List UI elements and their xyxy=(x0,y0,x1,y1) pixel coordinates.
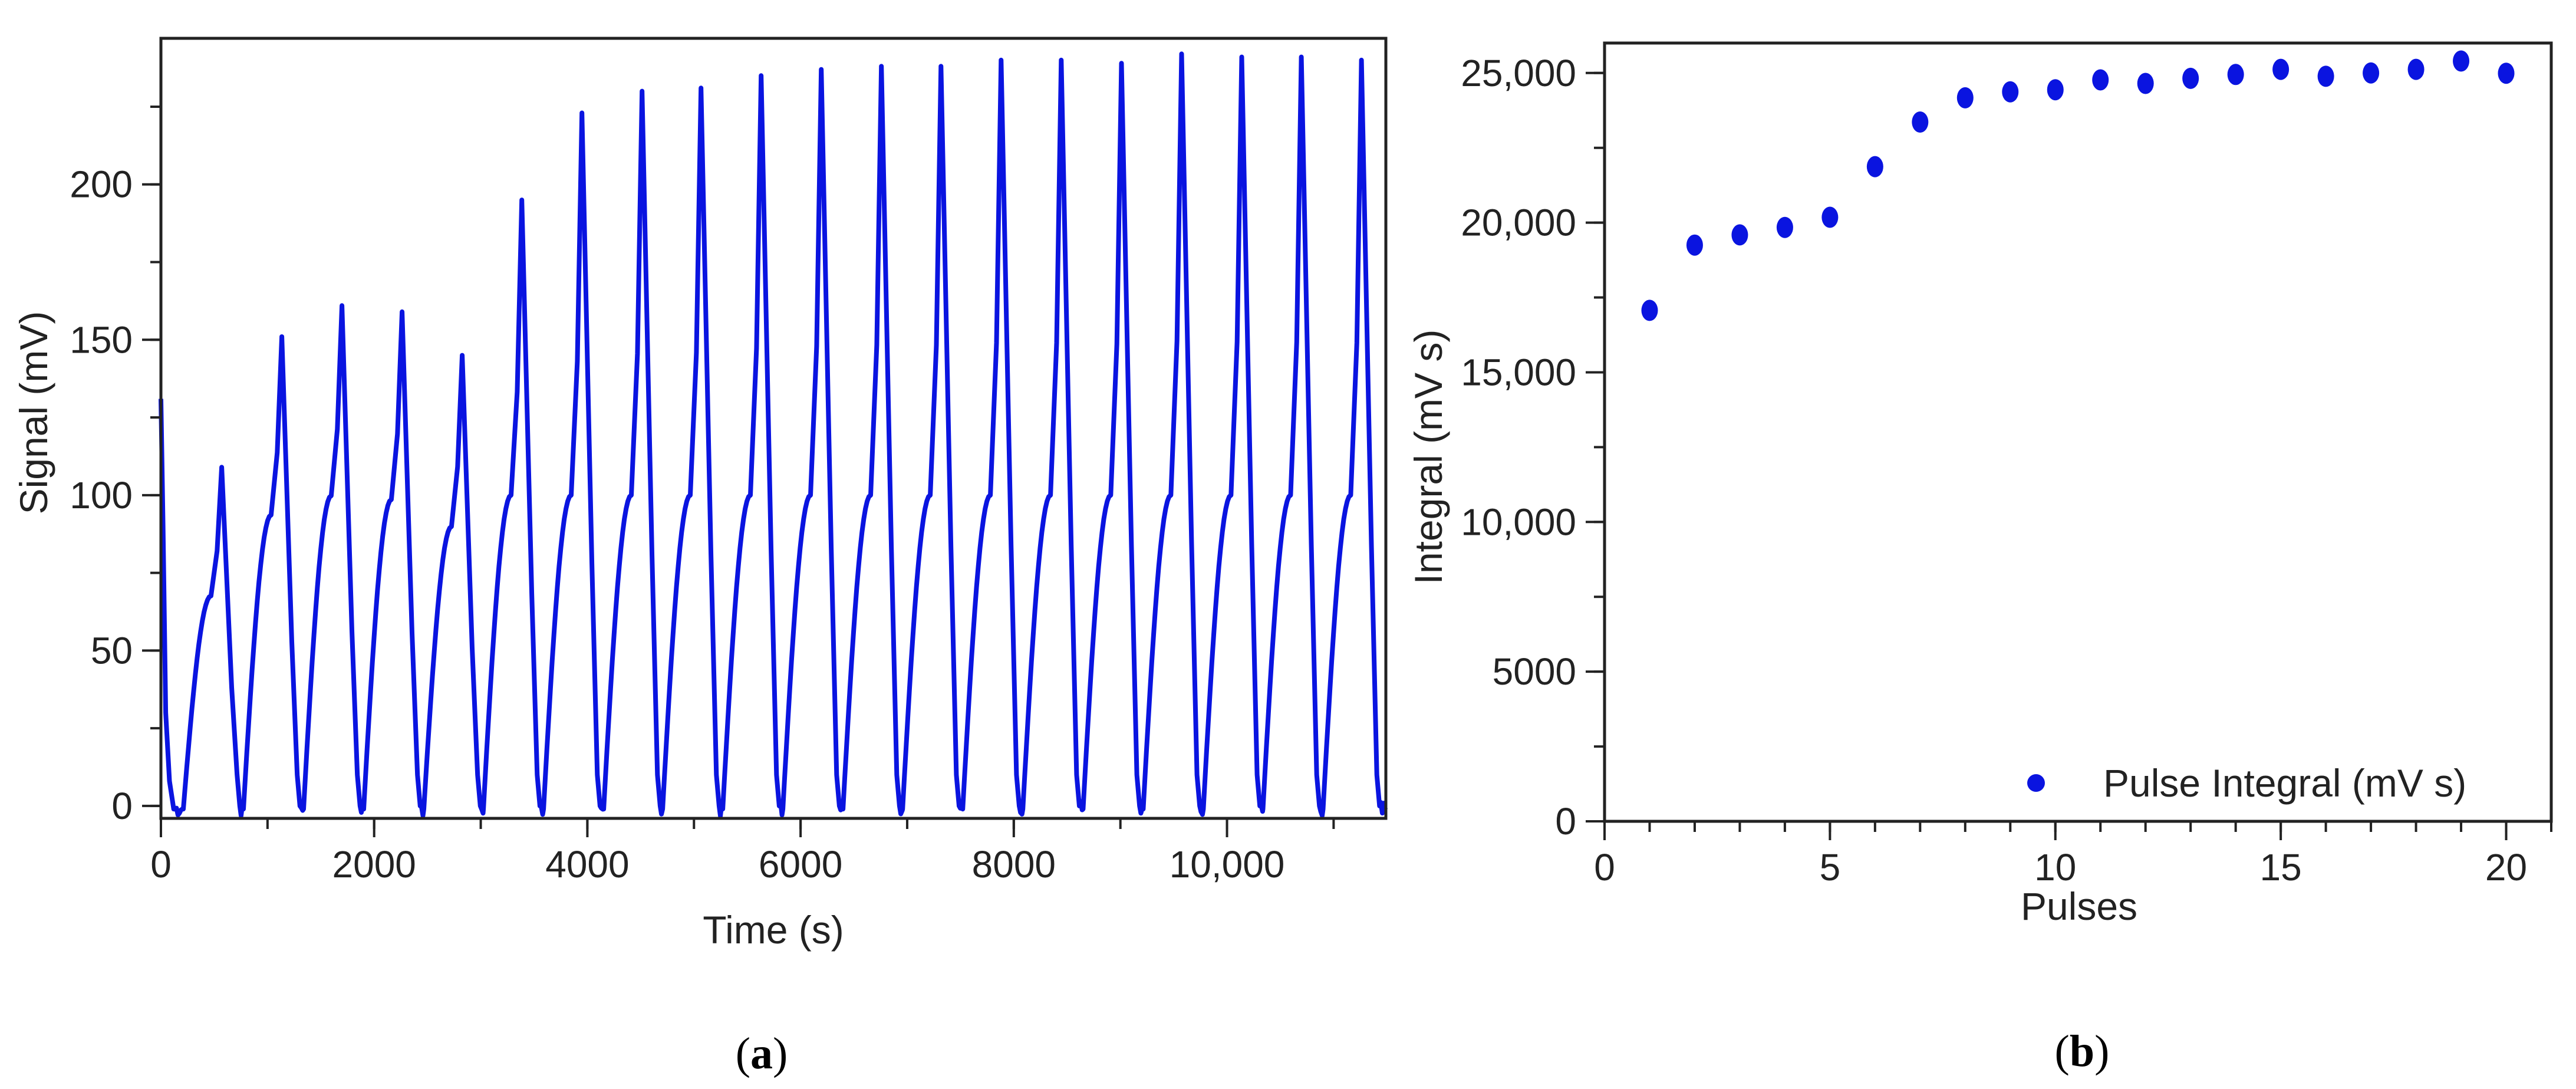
panel-a-label: (a) xyxy=(736,1029,788,1078)
data-point xyxy=(1866,156,1883,177)
chart-b-legend: Pulse Integral (mV s) xyxy=(2027,761,2466,805)
data-point xyxy=(2047,79,2064,101)
x-tick-label: 5 xyxy=(1820,846,1841,889)
data-point xyxy=(1821,206,1839,228)
y-tick-label: 0 xyxy=(1555,800,1576,843)
plot-frame xyxy=(1603,41,2553,823)
data-point xyxy=(1731,224,1748,246)
y-tick-label: 200 xyxy=(70,163,133,206)
y-tick-label: 50 xyxy=(91,629,133,672)
data-point xyxy=(2137,73,2154,94)
x-tick-label: 15 xyxy=(2260,846,2302,889)
pulse-integral-points xyxy=(1641,50,2515,321)
data-point xyxy=(2453,50,2470,72)
panel-b-label: (b) xyxy=(2055,1027,2110,1076)
y-tick-label: 25,000 xyxy=(1461,52,1576,94)
data-point xyxy=(2182,67,2199,89)
y-tick-label: 100 xyxy=(70,474,133,516)
legend-marker-icon xyxy=(2027,774,2045,792)
data-point xyxy=(2092,69,2109,91)
signal-line xyxy=(159,51,1388,818)
y-tick-label: 10,000 xyxy=(1461,501,1576,543)
x-tick-label: 20 xyxy=(2485,846,2527,889)
data-point xyxy=(2317,65,2334,87)
data-point xyxy=(1686,234,1703,256)
chart-b-x-axis-title: Pulses xyxy=(2021,884,2137,928)
x-tick-label: 4000 xyxy=(545,843,629,886)
x-tick-label: 2000 xyxy=(332,843,416,886)
data-point xyxy=(2272,58,2290,80)
chart-b-axes: 0 5 10 15 20 0 5000 10,000 15,000 20,000 25,000 xyxy=(1461,41,2553,889)
chart-a: 0 2000 4000 6000 8000 10,000 0 50 100 150 200 Time… xyxy=(12,37,1388,1078)
chart-a-axes: 0 2000 4000 6000 8000 10,000 0 50 100 150 200 xyxy=(70,37,1388,886)
plot-frame xyxy=(159,37,1388,820)
chart-a-x-axis-title: Time (s) xyxy=(703,908,844,952)
y-tick-label: 20,000 xyxy=(1461,202,1576,244)
chart-b-y-axis-title: Integral (mV s) xyxy=(1406,330,1450,585)
signal-trace xyxy=(159,51,1388,818)
legend-entry-label: Pulse Integral (mV s) xyxy=(2103,761,2466,805)
data-point xyxy=(2498,62,2515,84)
x-tick-label: 0 xyxy=(1594,846,1615,889)
y-tick-label: 150 xyxy=(70,318,133,361)
data-point xyxy=(2227,64,2244,85)
y-tick-label: 0 xyxy=(111,785,133,827)
data-point xyxy=(1912,111,1929,133)
data-point xyxy=(1956,87,1974,108)
x-tick-label: 0 xyxy=(150,843,172,886)
data-point xyxy=(2407,58,2425,80)
x-tick-label: 8000 xyxy=(972,843,1056,886)
data-point xyxy=(1641,300,1658,321)
chart-b: 0 5 10 15 20 0 5000 10,000 15,000 20,000 25,000 Pu… xyxy=(1406,41,2553,1076)
y-tick-label: 15,000 xyxy=(1461,351,1576,393)
x-tick-label: 6000 xyxy=(759,843,842,886)
chart-a-y-axis-title: Signal (mV) xyxy=(12,311,55,515)
data-point xyxy=(1776,216,1793,238)
x-tick-label: 10 xyxy=(2034,846,2076,889)
data-point xyxy=(2363,62,2380,84)
y-tick-label: 5000 xyxy=(1493,650,1576,693)
x-tick-label: 10,000 xyxy=(1170,843,1285,886)
data-point xyxy=(2002,81,2019,103)
